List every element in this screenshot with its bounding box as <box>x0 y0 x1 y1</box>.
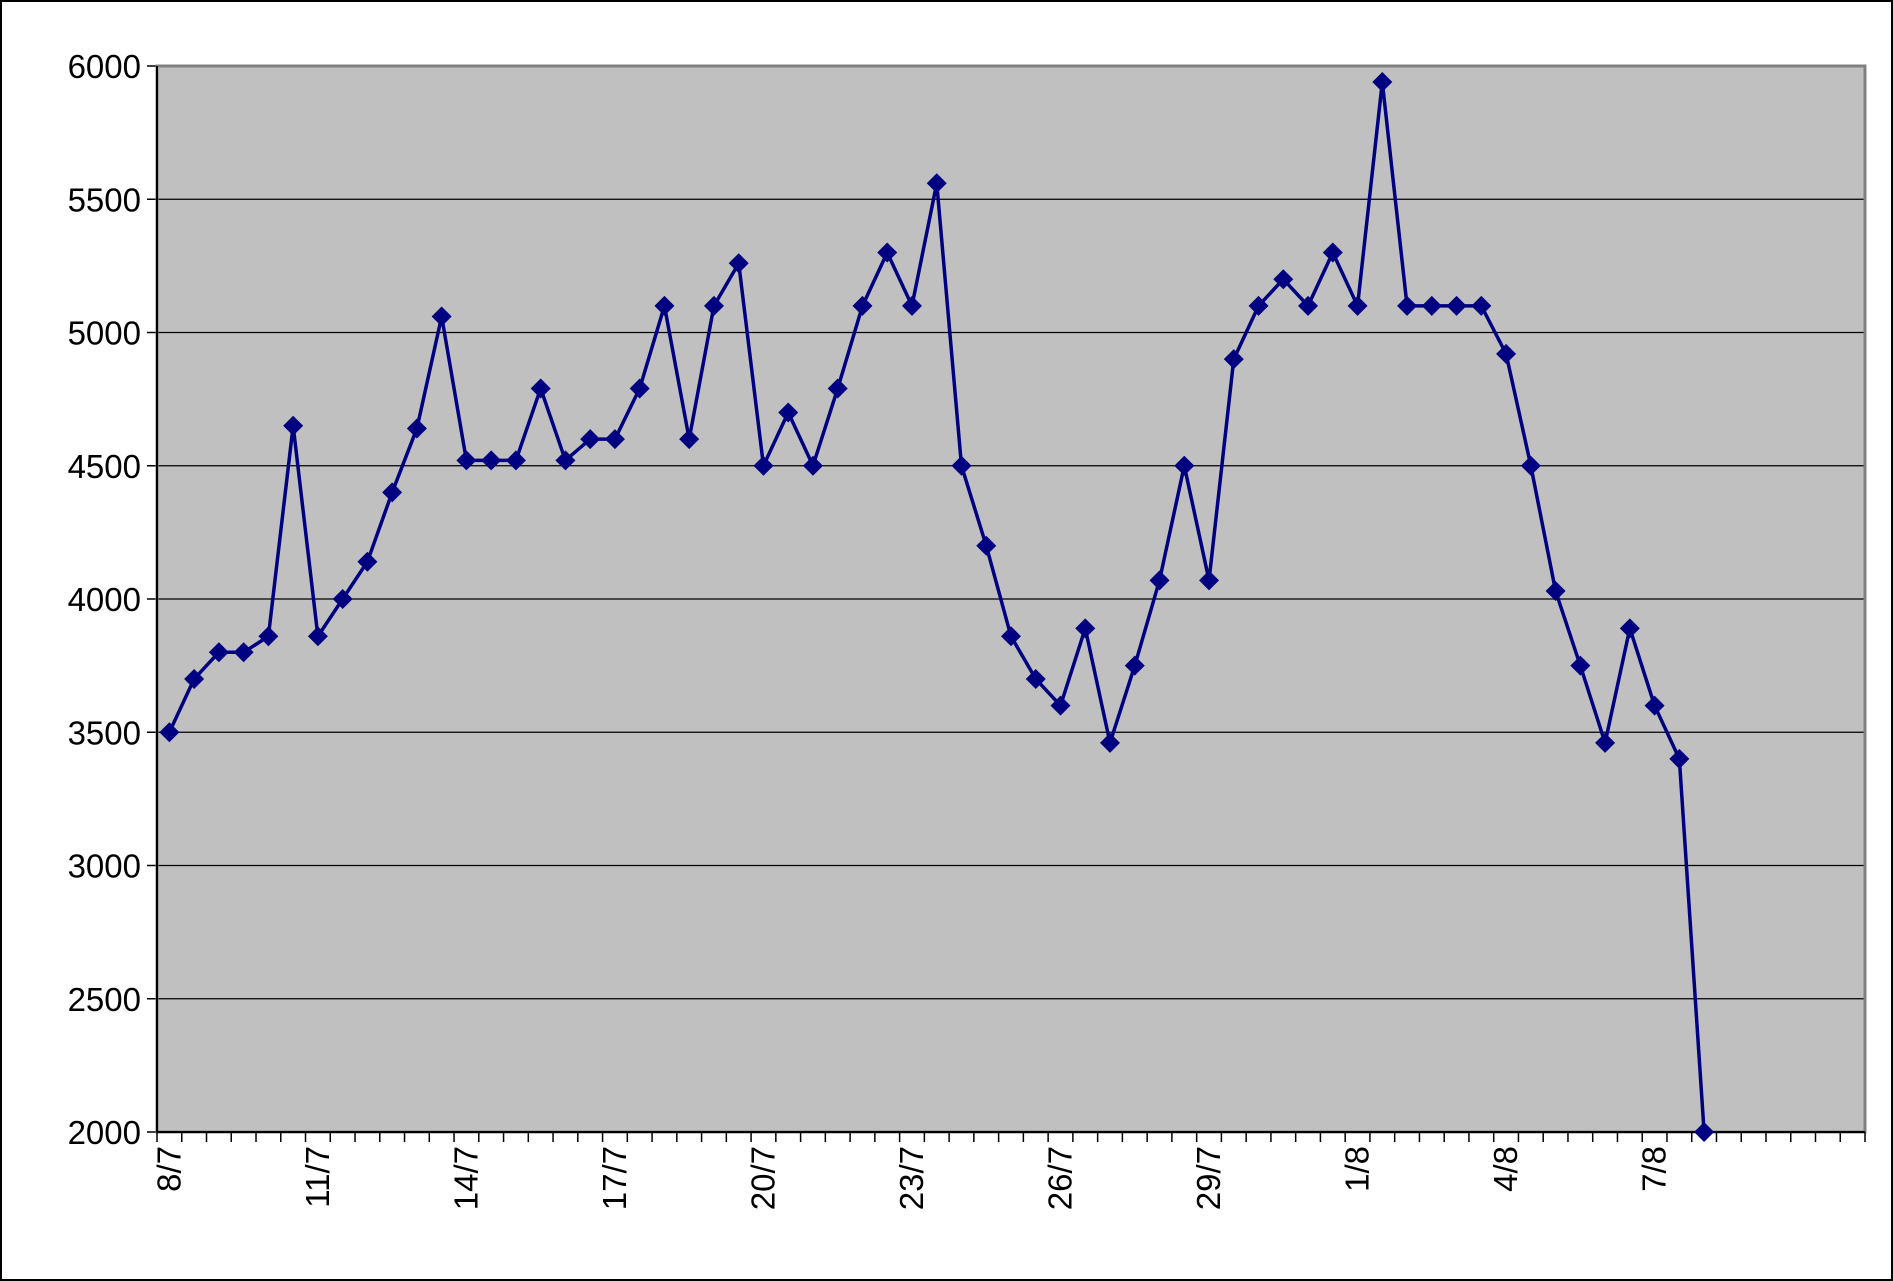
data-point <box>654 295 675 316</box>
data-point <box>1397 295 1418 316</box>
data-point <box>1595 732 1616 753</box>
data-point <box>778 402 799 423</box>
y-tick-label: 2500 <box>68 981 141 1018</box>
data-point <box>877 242 898 263</box>
data-point <box>1322 242 1343 263</box>
data-point <box>258 626 279 647</box>
data-point <box>1050 695 1071 716</box>
data-point <box>481 450 502 471</box>
x-tick-label: 11/7 <box>299 1146 336 1208</box>
data-point <box>431 306 452 327</box>
data-point <box>926 173 947 194</box>
data-point <box>1075 618 1096 639</box>
data-point <box>728 253 749 274</box>
data-point <box>456 450 477 471</box>
x-tick-label: 17/7 <box>596 1146 633 1210</box>
data-point <box>901 295 922 316</box>
data-point <box>1001 626 1021 647</box>
data-point <box>976 535 997 556</box>
data-point <box>802 455 823 476</box>
data-point <box>1446 295 1467 316</box>
data-point <box>307 626 328 647</box>
data-point <box>283 415 304 436</box>
x-tick-label: 23/7 <box>893 1146 930 1210</box>
data-point <box>1174 455 1195 476</box>
x-tick-label: 1/8 <box>1339 1146 1376 1192</box>
x-tick-label: 26/7 <box>1042 1146 1079 1210</box>
data-point <box>629 378 650 399</box>
data-point <box>753 455 774 476</box>
data-point <box>852 295 873 316</box>
data-point <box>1644 695 1665 716</box>
data-point <box>1496 343 1517 364</box>
data-point <box>1520 455 1541 476</box>
data-point <box>1570 655 1591 676</box>
x-tick-label: 29/7 <box>1190 1146 1227 1210</box>
data-point <box>530 378 551 399</box>
y-tick-label: 3500 <box>68 714 141 751</box>
data-point <box>332 589 353 609</box>
x-tick-label: 4/8 <box>1487 1146 1524 1192</box>
x-tick-label: 8/7 <box>150 1146 187 1192</box>
data-point <box>1199 570 1220 591</box>
y-tick-label: 5000 <box>68 315 141 352</box>
data-point <box>1545 581 1566 602</box>
data-point <box>1471 295 1492 316</box>
data-point <box>1669 748 1690 769</box>
data-point <box>357 551 378 572</box>
y-tick-label: 6000 <box>68 48 141 85</box>
data-point <box>1149 570 1170 591</box>
data-point <box>703 295 724 316</box>
data-point <box>1347 295 1368 316</box>
data-point <box>951 455 972 476</box>
data-point <box>1100 732 1121 753</box>
data-point <box>406 418 427 439</box>
data-point <box>679 429 700 450</box>
data-point <box>1223 349 1244 370</box>
x-tick-label: 7/8 <box>1636 1146 1673 1192</box>
data-point <box>1694 1122 1715 1142</box>
data-point <box>580 429 601 450</box>
data-point <box>233 642 254 663</box>
data-point <box>505 450 526 471</box>
x-tick-label: 20/7 <box>744 1146 781 1210</box>
y-tick-label: 4000 <box>68 581 141 618</box>
data-point <box>184 668 205 689</box>
y-tick-label: 2000 <box>68 1114 141 1151</box>
data-point <box>208 642 229 663</box>
data-point <box>1372 71 1393 92</box>
x-tick-label: 14/7 <box>447 1146 484 1210</box>
data-point <box>159 722 180 743</box>
data-point <box>827 378 848 399</box>
data-point <box>555 450 576 471</box>
data-point <box>1124 655 1145 676</box>
data-point <box>1298 295 1319 316</box>
y-tick-label: 4500 <box>68 448 141 485</box>
data-point <box>1273 269 1294 290</box>
data-point <box>1619 618 1640 639</box>
y-tick-label: 3000 <box>68 848 141 885</box>
data-point <box>382 482 403 503</box>
data-point <box>604 429 625 450</box>
data-point <box>1248 295 1269 316</box>
data-point <box>1421 295 1442 316</box>
y-tick-label: 5500 <box>68 181 141 218</box>
data-point <box>1025 668 1046 689</box>
